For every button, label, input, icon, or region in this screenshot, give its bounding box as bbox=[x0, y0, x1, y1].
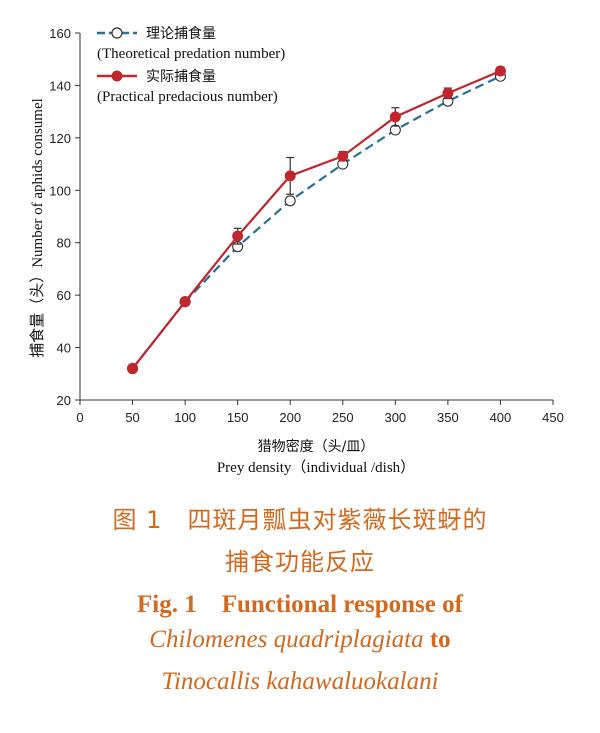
species-name-predator: Chilomenes quadriplagiata bbox=[149, 626, 424, 653]
practical-point bbox=[179, 296, 191, 308]
legend-practical-cn: 实际捕食量 bbox=[146, 68, 216, 85]
x-tick-label: 200 bbox=[279, 410, 301, 425]
x-tick-label: 50 bbox=[125, 410, 139, 425]
y-tick-label: 20 bbox=[57, 393, 71, 408]
x-tick-label: 150 bbox=[227, 410, 249, 425]
x-tick-label: 0 bbox=[76, 410, 83, 425]
chart-axes bbox=[79, 33, 553, 401]
x-tick-label: 300 bbox=[384, 410, 406, 425]
y-axis-label: 捕食量（头）Number of aphids consumel bbox=[29, 98, 46, 358]
x-tick-label: 250 bbox=[332, 410, 354, 425]
legend-practical-en: (Practical predacious number) bbox=[97, 89, 278, 105]
legend-practical-marker bbox=[111, 70, 123, 82]
practical-point bbox=[389, 111, 401, 123]
y-tick-label: 120 bbox=[49, 131, 71, 146]
caption-en-line2: Chilomenes quadriplagiata to bbox=[0, 626, 600, 654]
caption-cn-line2: 捕食功能反应 bbox=[225, 548, 375, 576]
legend-theoretical-en: (Theoretical predation number) bbox=[97, 46, 285, 62]
series-practical bbox=[127, 65, 506, 375]
x-tick-label: 400 bbox=[490, 410, 512, 425]
practical-line bbox=[131, 69, 501, 370]
caption-en-line3: Tinocallis kahawaluokalani bbox=[161, 668, 439, 695]
theoretical-point bbox=[284, 195, 296, 207]
y-axis-ticks: 20 40 60 80 100 120 140 160 bbox=[49, 26, 80, 408]
x-axis-label-cn: 猎物密度（头/皿） bbox=[258, 438, 375, 455]
y-tick-label: 60 bbox=[57, 288, 71, 303]
practical-point bbox=[232, 230, 244, 242]
y-tick-label: 80 bbox=[57, 236, 71, 251]
y-tick-label: 40 bbox=[57, 341, 71, 356]
x-axis-label-en: Prey density（individual /dish） bbox=[217, 459, 415, 476]
practical-point bbox=[442, 87, 454, 99]
x-tick-label: 350 bbox=[437, 410, 459, 425]
series-theoretical bbox=[127, 70, 506, 375]
legend-theoretical-cn: 理论捕食量 bbox=[146, 25, 216, 42]
practical-point bbox=[284, 170, 296, 182]
caption-cn-line1: 图 1 四斑月瓢虫对紫薇长斑蚜的 bbox=[112, 506, 488, 534]
x-axis-ticks: 0 50 100 150 200 250 300 350 400 450 bbox=[76, 400, 564, 425]
chart: 0 50 100 150 200 250 300 350 400 450 20 40 60 80 100 1… bbox=[29, 25, 564, 476]
y-tick-label: 100 bbox=[49, 183, 71, 198]
x-tick-label: 450 bbox=[542, 410, 564, 425]
legend: 理论捕食量 (Theoretical predation number) 实际捕… bbox=[97, 25, 285, 105]
practical-point bbox=[337, 150, 349, 162]
caption-en-line1: Fig. 1 Functional response of bbox=[137, 591, 463, 618]
x-tick-label: 100 bbox=[174, 410, 196, 425]
y-tick-label: 160 bbox=[49, 26, 71, 41]
practical-point bbox=[494, 65, 506, 77]
theoretical-line bbox=[131, 75, 501, 370]
caption-to: to bbox=[429, 626, 451, 653]
practical-point bbox=[127, 363, 139, 375]
y-tick-label: 140 bbox=[49, 78, 71, 93]
legend-theoretical-marker bbox=[111, 27, 123, 39]
